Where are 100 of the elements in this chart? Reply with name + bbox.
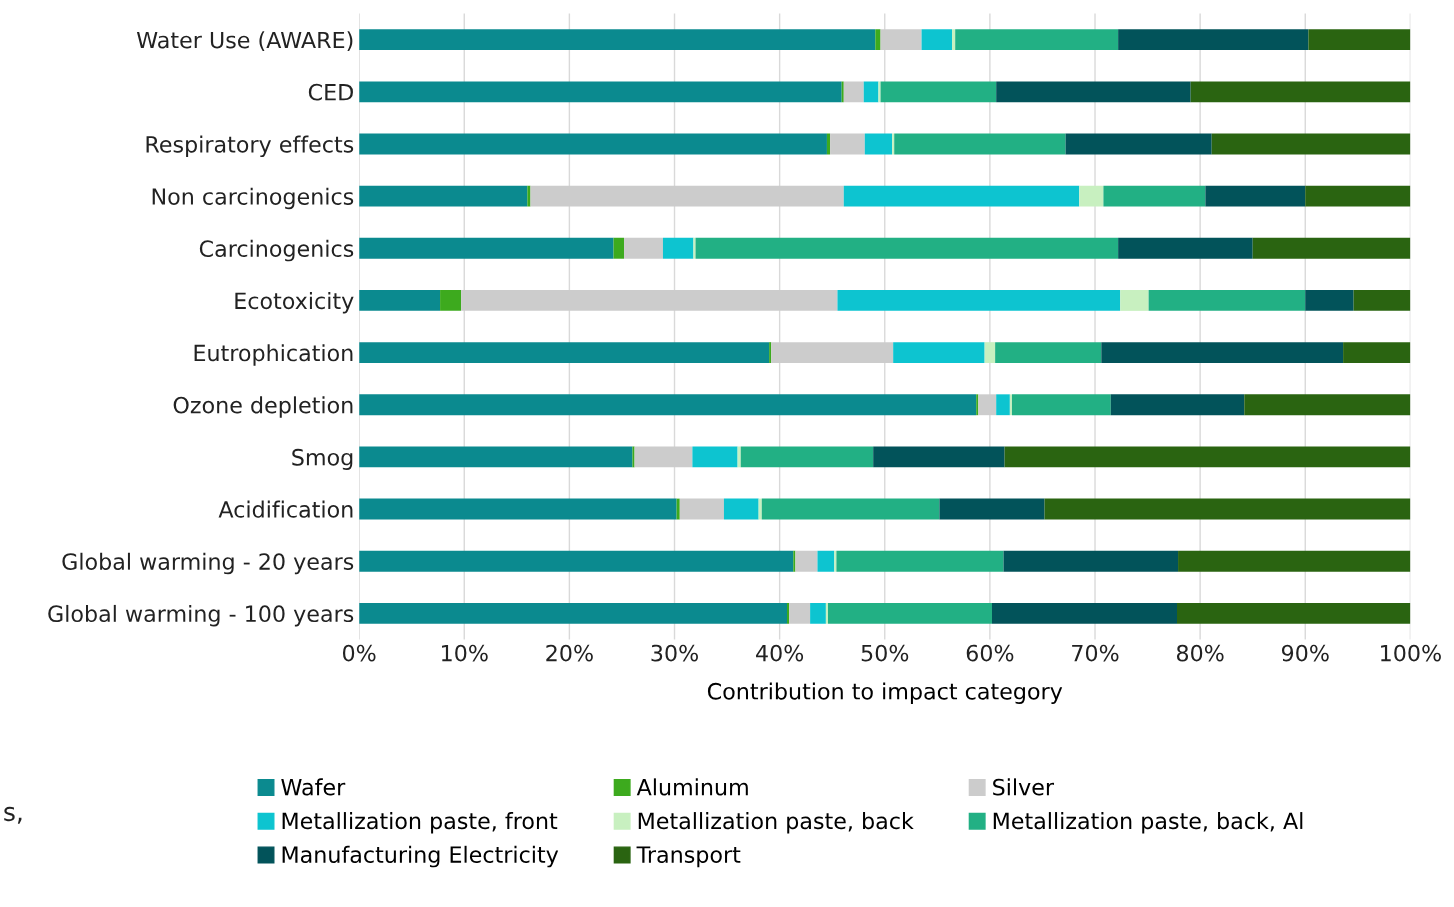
bar: [843, 185, 1080, 207]
bar: [758, 498, 762, 520]
bar: [978, 394, 997, 416]
bar: [692, 446, 738, 468]
bar: [359, 237, 614, 259]
bar: [530, 185, 844, 207]
bar: [793, 550, 796, 572]
legend-label: Transport: [636, 846, 741, 868]
bar: [359, 290, 441, 311]
y-tick-label: Smog: [292, 448, 353, 470]
x-tick-label: 20%: [546, 644, 593, 662]
bar: [359, 29, 876, 51]
bar: [817, 550, 835, 572]
bar: [984, 342, 996, 364]
bar: [841, 81, 844, 103]
bar: [662, 237, 694, 259]
bar: [880, 29, 922, 51]
bar: [1177, 602, 1411, 624]
y-tick-label: Respiratory effects: [146, 135, 354, 158]
legend-label: Wafer: [281, 778, 346, 796]
bar: [996, 81, 1191, 103]
bar: [1044, 498, 1411, 520]
y-tick-label: Ozone depletion: [173, 396, 353, 418]
bar: [679, 498, 724, 520]
bar: [995, 342, 1102, 364]
bar: [1244, 394, 1411, 416]
x-tick-label: 30%: [651, 644, 698, 662]
bar: [1004, 446, 1411, 468]
bar: [875, 29, 881, 51]
bar: [836, 550, 1004, 572]
bar: [830, 133, 865, 155]
y-tick-label: CED: [308, 83, 353, 101]
bar: [359, 498, 677, 520]
y-tick-label: Carcinogenics: [199, 239, 354, 262]
bar: [676, 498, 680, 520]
bar: [359, 133, 827, 155]
bar: [359, 81, 842, 103]
bar: [878, 81, 881, 103]
bar: [1205, 185, 1306, 207]
bar: [737, 446, 741, 468]
legend-label: Aluminum: [636, 778, 748, 796]
bar: [863, 81, 879, 103]
y-tick-label: Global warming - 100 years: [48, 604, 354, 627]
bar: [880, 81, 997, 103]
text: s,: [4, 806, 22, 824]
legend-label: Metallization paste, back: [638, 812, 914, 834]
bar: [695, 237, 1119, 259]
bar: [761, 498, 940, 520]
bar: [1110, 394, 1245, 416]
bar: [1353, 290, 1411, 311]
bar: [795, 550, 818, 572]
bar: [1190, 81, 1411, 103]
bar: [359, 602, 787, 624]
bar: [634, 446, 693, 468]
bar: [843, 81, 864, 103]
bar: [1343, 342, 1411, 364]
legend-label: Manufacturing Electricity: [282, 845, 559, 868]
bar: [834, 550, 837, 572]
legend-label: Metallization paste, back, Al: [993, 812, 1303, 834]
bar: [624, 237, 663, 259]
bar: [740, 446, 874, 468]
bar: [359, 342, 770, 364]
bar: [359, 446, 633, 468]
bar: [955, 29, 1119, 51]
y-tick-label: Non carcinogenics: [152, 187, 354, 210]
bar: [825, 602, 828, 624]
legend-label: Metallization paste, front: [282, 812, 558, 834]
y-tick-label: Ecotoxicity: [235, 292, 354, 314]
bar: [996, 394, 1010, 416]
bar: [1065, 133, 1212, 155]
bar: [1009, 394, 1012, 416]
x-tick-label: 40%: [756, 644, 804, 662]
bar: [613, 237, 625, 259]
bar: [1305, 185, 1411, 207]
y-tick-label: Acidification: [218, 500, 353, 518]
bar: [939, 498, 1045, 520]
bar: [527, 185, 531, 207]
bar: [1120, 290, 1149, 311]
bar: [1011, 394, 1111, 416]
x-tick-label: 0%: [342, 644, 376, 662]
bar: [1101, 342, 1344, 364]
bar: [1003, 550, 1179, 572]
x-tick-label: 80%: [1176, 644, 1224, 662]
bar: [771, 342, 894, 364]
bar: [826, 133, 831, 155]
bar: [892, 133, 895, 155]
x-axis-title: Contribution to impact category: [707, 682, 1063, 704]
bar: [1118, 237, 1253, 259]
bar: [1079, 185, 1104, 207]
bar: [723, 498, 759, 520]
bar: [786, 602, 790, 624]
bar: [894, 133, 1066, 155]
x-tick-label: 10%: [442, 644, 488, 662]
bar: [1252, 237, 1411, 259]
bar: [893, 342, 985, 364]
bar: [1178, 550, 1411, 572]
bar: [461, 290, 838, 311]
x-tick-label: 60%: [966, 644, 1014, 662]
y-tick-label: Global warming - 20 years: [62, 552, 354, 575]
x-tick-label: 70%: [1072, 644, 1119, 662]
